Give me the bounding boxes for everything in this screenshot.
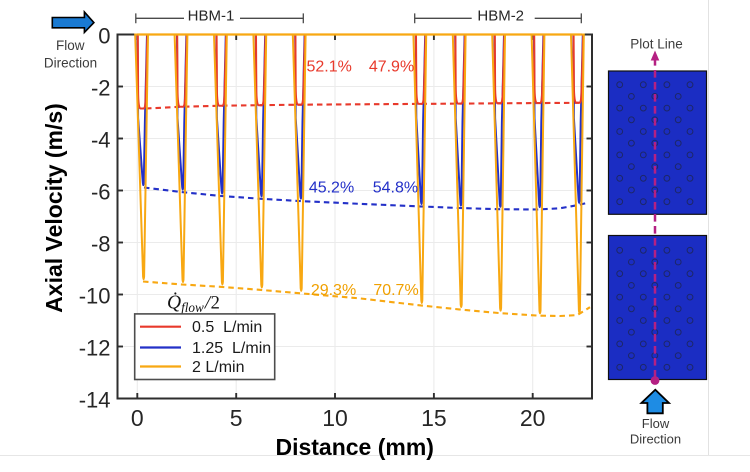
svg-text:0: 0 bbox=[131, 405, 144, 431]
svg-text:2 L/min: 2 L/min bbox=[192, 359, 244, 376]
svg-text:HBM-2: HBM-2 bbox=[477, 8, 524, 25]
svg-text:-10: -10 bbox=[79, 284, 111, 309]
svg-text:-12: -12 bbox=[79, 336, 111, 361]
svg-text:0: 0 bbox=[98, 24, 110, 49]
svg-text:Distance (mm): Distance (mm) bbox=[275, 434, 433, 460]
svg-text:HBM-1: HBM-1 bbox=[188, 8, 235, 25]
svg-text:-2: -2 bbox=[91, 76, 111, 101]
svg-text:10: 10 bbox=[322, 405, 348, 431]
svg-text:Axial Velocity (m/s): Axial Velocity (m/s) bbox=[41, 103, 67, 313]
svg-text:45.2%: 45.2% bbox=[309, 180, 354, 197]
svg-text:15: 15 bbox=[421, 405, 447, 431]
svg-text:Direction: Direction bbox=[44, 56, 97, 71]
svg-text:20: 20 bbox=[520, 405, 546, 431]
svg-text:1.25 L/min: 1.25 L/min bbox=[192, 340, 271, 357]
svg-text:-14: -14 bbox=[79, 388, 111, 413]
svg-text:Plot Line: Plot Line bbox=[630, 37, 683, 52]
svg-text:29.3%: 29.3% bbox=[311, 282, 356, 299]
svg-text:Direction: Direction bbox=[630, 432, 681, 447]
svg-text:-6: -6 bbox=[91, 180, 111, 205]
svg-text:52.1%: 52.1% bbox=[307, 59, 352, 76]
svg-text:5: 5 bbox=[230, 405, 243, 431]
svg-text:Flow: Flow bbox=[642, 416, 670, 431]
svg-text:0.5 L/min: 0.5 L/min bbox=[192, 319, 262, 336]
svg-text:-8: -8 bbox=[91, 232, 111, 257]
svg-text:Q̇flow/2: Q̇flow/2 bbox=[167, 291, 220, 315]
svg-text:-4: -4 bbox=[91, 128, 111, 153]
svg-text:Flow: Flow bbox=[56, 38, 85, 53]
svg-text:54.8%: 54.8% bbox=[373, 180, 418, 197]
svg-text:47.9%: 47.9% bbox=[369, 59, 414, 76]
svg-text:70.7%: 70.7% bbox=[373, 282, 418, 299]
